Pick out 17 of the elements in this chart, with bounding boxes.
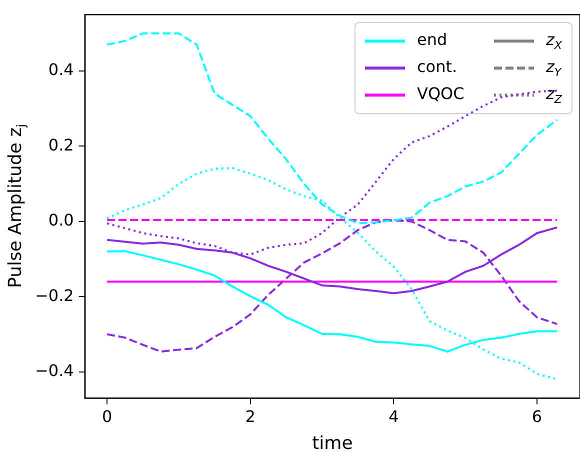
legend-label: z$_{Y}$ (546, 57, 562, 80)
y-tick-label: 0.2 (48, 135, 74, 154)
legend-label: end (417, 30, 448, 50)
legend-label: z$_{Z}$ (546, 84, 562, 106)
line-series (106, 219, 558, 353)
x-axis-title: time (312, 432, 353, 454)
y-tick-label: −0.4 (34, 361, 74, 380)
x-tick-label: 6 (532, 406, 542, 426)
legend-label: cont. (417, 57, 458, 76)
x-tick-label: 4 (388, 406, 399, 426)
y-tick-label: 0.0 (48, 210, 74, 230)
x-tick-label: 0 (102, 406, 112, 426)
legend-label: z$_{X}$ (546, 30, 562, 52)
legend-label: VQOC (417, 84, 464, 104)
y-tick-label: 0.4 (48, 60, 74, 80)
x-tick-label: 2 (245, 406, 256, 426)
y-tick-label: −0.2 (34, 286, 74, 305)
